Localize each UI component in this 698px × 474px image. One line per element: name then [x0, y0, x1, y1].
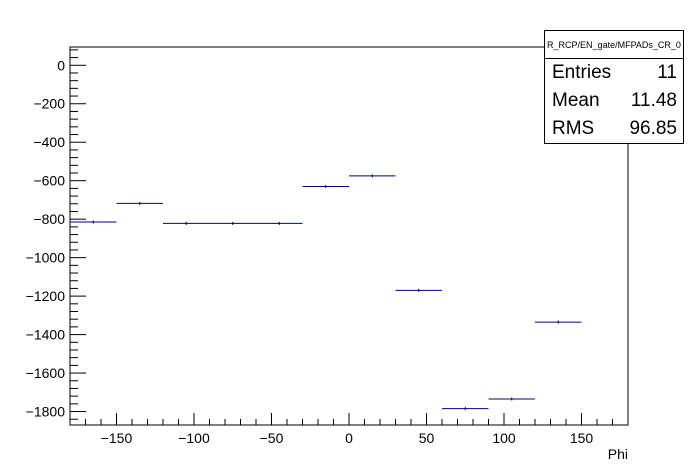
stats-entries-label: Entries	[552, 62, 612, 83]
y-tick-label: −1800	[26, 404, 66, 420]
stats-entries-value: 11	[657, 62, 677, 83]
stats-histogram-name: R_RCP/EN_gate/MFPADs_CR_0	[545, 31, 683, 59]
y-tick-label: −1600	[26, 365, 66, 381]
x-axis-label: Phi	[608, 446, 628, 462]
stats-rms-label: RMS	[552, 118, 595, 139]
histogram-bins	[70, 174, 582, 411]
stats-box: R_RCP/EN_gate/MFPADs_CR_0 Entries 11 Mea…	[544, 30, 684, 144]
stats-rms-value: 96.85	[629, 118, 677, 139]
stats-row-mean: Mean 11.48	[545, 87, 683, 115]
x-tick-label: 150	[570, 430, 594, 446]
y-tick-label: −1200	[26, 288, 66, 304]
x-tick-label: −100	[178, 430, 210, 446]
stats-mean-value: 11.48	[630, 90, 677, 111]
y-tick-label: 0	[57, 57, 65, 73]
y-tick-label: −800	[33, 211, 65, 227]
y-tick-label: −1000	[26, 250, 66, 266]
y-tick-label: −1400	[26, 327, 66, 343]
x-tick-label: 50	[419, 430, 435, 446]
x-tick-label: 0	[345, 430, 353, 446]
stats-mean-label: Mean	[552, 90, 600, 111]
x-tick-label: −50	[260, 430, 284, 446]
y-tick-label: −600	[33, 173, 65, 189]
y-tick-label: −400	[33, 134, 65, 150]
y-tick-label: −200	[33, 96, 65, 112]
y-axis: 0 −200 −400 −600 −800 −1000 −1200 −1400 −1600 −18…	[26, 49, 86, 420]
stats-row-entries: Entries 11	[545, 59, 683, 87]
x-tick-label: 100	[492, 430, 516, 446]
x-tick-label: −150	[101, 430, 133, 446]
stats-row-rms: RMS 96.85	[545, 115, 683, 143]
x-axis: −150 −100 −50 0 50 100 150	[85, 413, 613, 446]
